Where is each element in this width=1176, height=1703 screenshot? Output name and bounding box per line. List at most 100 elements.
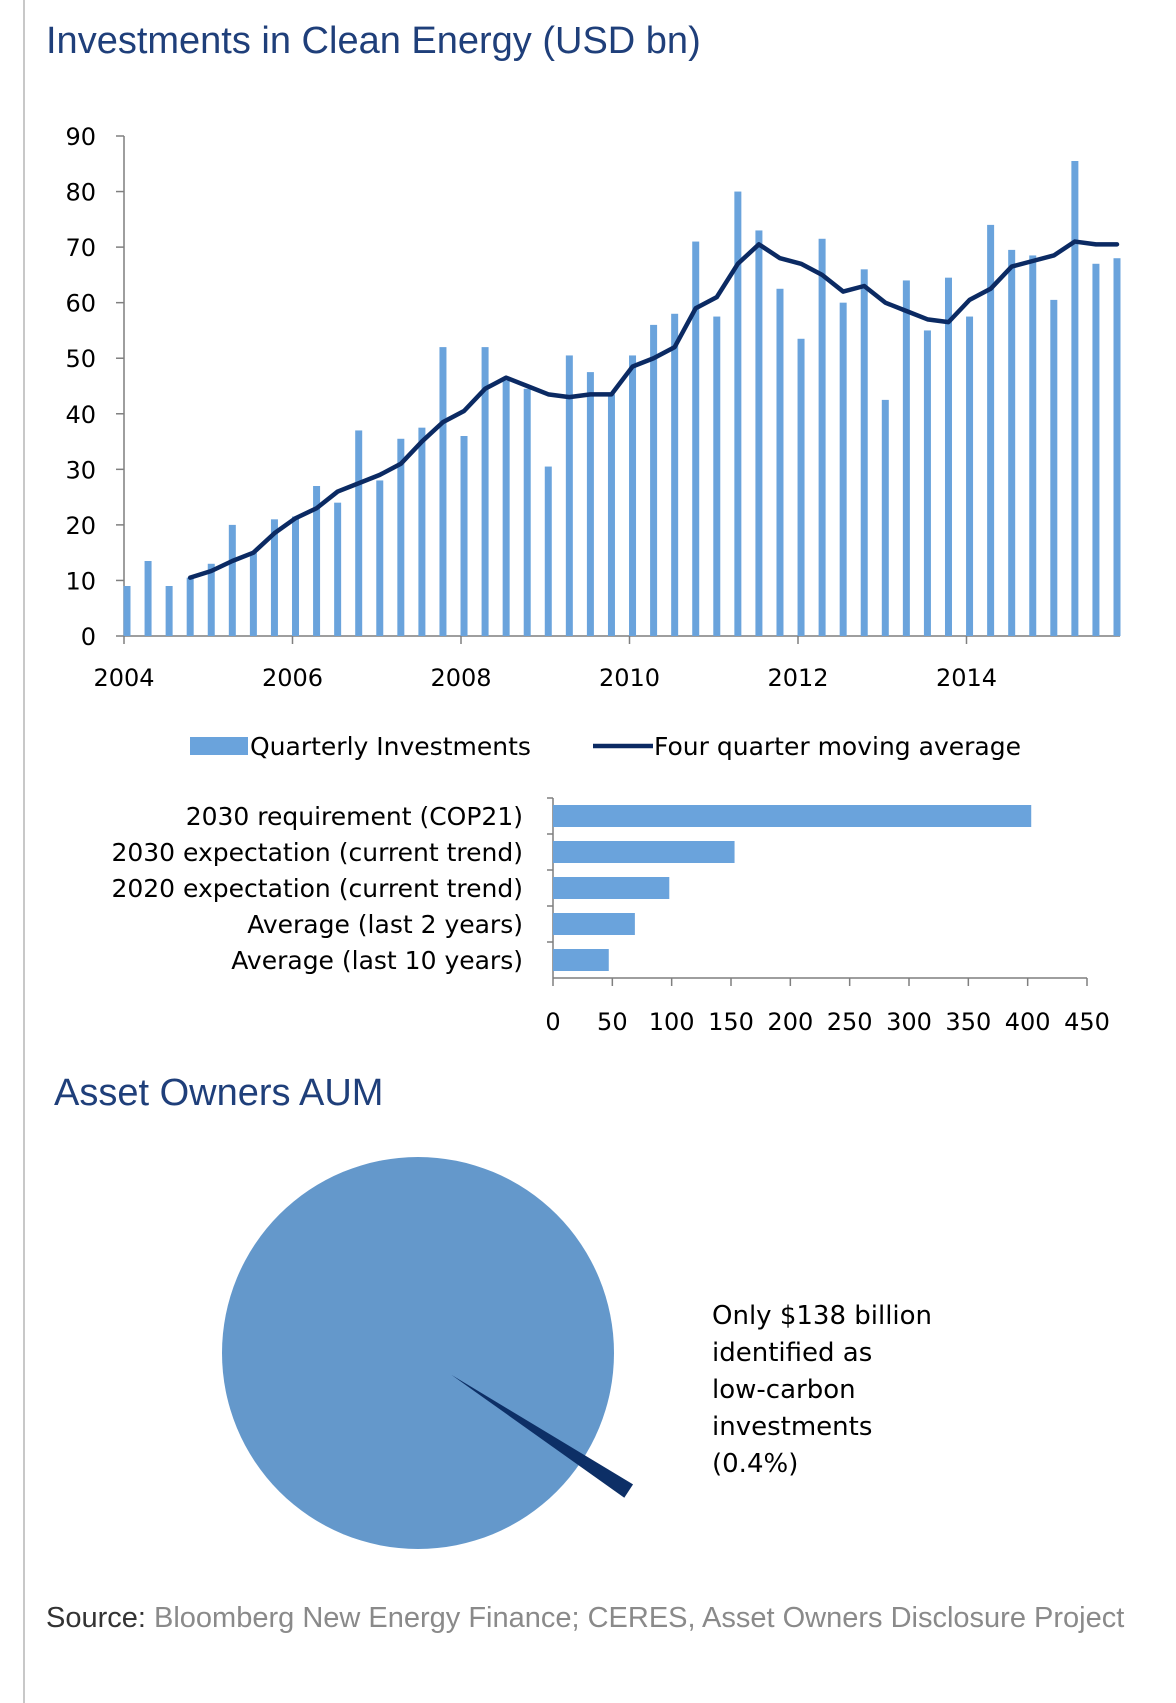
quarterly-investment-bar [650,324,658,636]
quarterly-investment-bar [439,347,447,636]
quarterly-investment-bar [123,586,131,636]
quarterly-investment-bar [944,277,952,636]
y-tick-label: 30 [65,456,96,484]
category-label: Average (last 10 years) [231,946,523,975]
quarterly-investment-bar [902,280,910,636]
horizontal-bar [553,949,609,971]
x-tick-label: 0 [545,1008,560,1036]
pie-annotation-line: (0.4%) [712,1449,799,1479]
x-tick-label: 400 [1005,1008,1051,1036]
quarterly-investment-bar [460,436,468,636]
x-tick-label: 200 [767,1008,813,1036]
y-tick-label: 0 [81,623,96,651]
y-tick-label: 80 [65,179,96,207]
pie-annotation-line: identified as [712,1338,873,1368]
quarterly-investment-bar [228,524,236,636]
x-tick-label: 2006 [262,664,323,692]
quarterly-investment-bar [376,480,384,636]
legend-label: Four quarter moving average [654,732,1021,761]
quarterly-investment-bar [692,241,700,637]
quarterly-investment-bar [839,302,847,636]
quarterly-investment-bar [207,563,215,636]
pie-slice [222,1157,614,1549]
y-tick-label: 40 [65,401,96,429]
quarterly-investment-bar [671,313,679,636]
pie-annotation: Only $138 billion identified as low-carb… [712,1298,972,1483]
category-label: 2030 expectation (current trend) [111,838,523,867]
x-tick-label: 150 [708,1008,754,1036]
quarterly-investment-bar [1050,299,1058,636]
x-tick-label: 100 [649,1008,695,1036]
quarterly-investment-bar [776,288,784,636]
quarterly-investment-bar [881,399,889,636]
quarterly-investment-bar [966,316,974,636]
pie-annotation-line: low-carbon [712,1375,856,1405]
quarterly-investment-bar [144,561,152,636]
x-tick-label: 2004 [93,664,154,692]
quarterly-investment-bar [502,380,510,636]
quarterly-investment-bar [165,586,173,636]
horizontal-bar [553,877,670,899]
pie-annotation-line: investments [712,1412,873,1442]
quarterly-investment-bar [355,430,363,636]
quarterly-investment-bar [481,347,489,636]
y-tick-label: 50 [65,345,96,373]
y-tick-label: 10 [65,567,96,595]
quarterly-investment-bar [397,438,405,636]
y-tick-label: 20 [65,512,96,540]
quarterly-investment-bar [1008,249,1016,636]
x-tick-label: 450 [1064,1008,1110,1036]
x-tick-label: 300 [886,1008,932,1036]
quarterly-investment-bar [713,316,721,636]
quarterly-investment-bar [334,502,342,636]
legend-bar-swatch [190,737,248,755]
chart-title: Investments in Clean Energy (USD bn) [46,20,701,62]
quarterly-investment-bar [734,191,742,637]
category-label: Average (last 2 years) [247,910,523,939]
quarterly-investment-bar [1029,255,1037,636]
quarterly-investment-bar [818,238,826,636]
requirement-horizontal-bar-chart: 2030 requirement (COP21) 2030 expectation… [111,797,1110,1036]
left-border-line [23,0,25,1703]
asset-owners-pie-chart [222,1157,634,1549]
horizontal-bar [553,841,735,863]
x-tick-label: 2012 [767,664,828,692]
quarterly-investment-bar [270,519,278,636]
quarterly-investment-bar [1113,258,1121,636]
moving-average-line [187,239,1120,580]
category-label: 2030 requirement (COP21) [186,802,523,831]
quarterly-investment-bar [544,466,552,636]
category-label: 2020 expectation (current trend) [111,874,523,903]
horizontal-bar [553,805,1032,827]
x-tick-label: 2010 [599,664,660,692]
quarterly-investment-bar [987,224,995,636]
x-tick-label: 2014 [936,664,997,692]
quarterly-investment-bar [607,394,615,636]
quarterly-investment-bar [186,577,194,636]
quarterly-investment-bar [1092,263,1100,636]
clean-energy-combo-chart: 0 10 20 30 40 50 60 70 80 90 2004 2006 2008 2010 2012 2… [65,123,1121,761]
y-tick-label: 70 [65,234,96,262]
x-tick-label: 350 [945,1008,991,1036]
x-tick-label: 50 [597,1008,628,1036]
quarterly-investment-bar [923,330,931,636]
pie-title: Asset Owners AUM [54,1072,384,1114]
source-label: Source: [46,1602,146,1634]
y-tick-label: 60 [65,290,96,318]
source-text: Bloomberg New Energy Finance; CERES, Ass… [154,1602,1125,1634]
y-tick-label: 90 [65,123,96,151]
quarterly-investment-bar [797,338,805,636]
quarterly-investment-bar [523,388,531,636]
quarterly-investment-bar [586,372,594,636]
legend-label: Quarterly Investments [250,732,531,761]
pie-slice-low-carbon [451,1374,634,1498]
quarterly-investment-bar [755,230,763,636]
pie-annotation-line: Only $138 billion [712,1301,933,1331]
quarterly-investment-bar [292,516,300,636]
quarterly-investment-bar [418,427,426,636]
quarterly-investment-bar [629,355,637,636]
source-note: Source: Bloomberg New Energy Finance; CE… [46,1600,1146,1636]
quarterly-investment-bar [565,355,573,636]
x-tick-label: 250 [827,1008,873,1036]
quarterly-investment-bar [1071,161,1079,636]
